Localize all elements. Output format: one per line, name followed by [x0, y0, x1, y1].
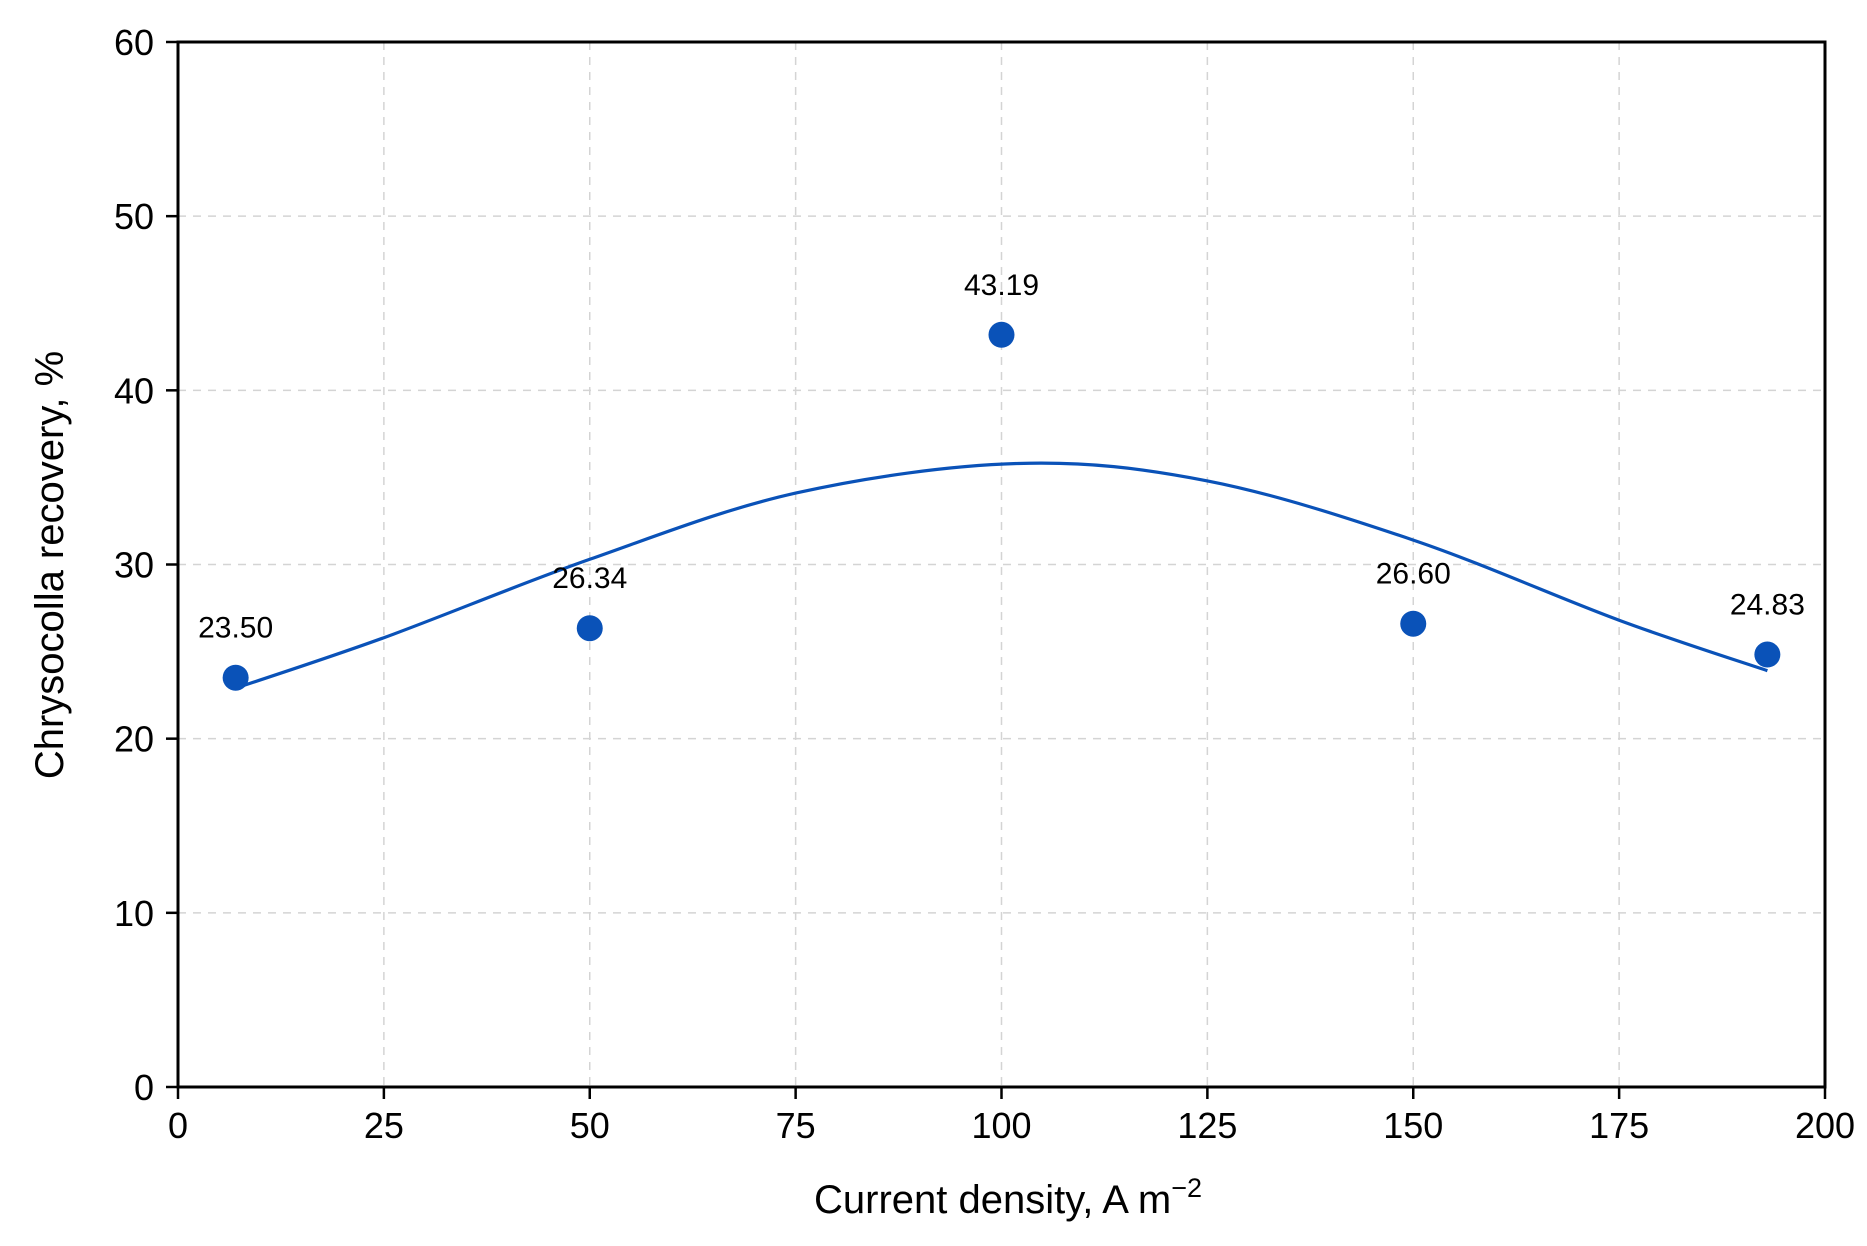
x-tick-label-1: 25 [364, 1105, 404, 1146]
x-tick-label-0: 0 [168, 1105, 188, 1146]
x-tick-label-3: 75 [776, 1105, 816, 1146]
x-tick-label-2: 50 [570, 1105, 610, 1146]
axes [166, 40, 1827, 1099]
data-point-4 [1754, 641, 1781, 668]
data-label-0: 23.50 [198, 612, 273, 645]
data-label-4: 24.83 [1730, 589, 1805, 622]
x-tick-label-6: 150 [1383, 1105, 1443, 1146]
x-tick-label-5: 125 [1177, 1105, 1237, 1146]
data-point-2 [988, 321, 1015, 348]
data-labels: 23.50 26.34 43.19 26.60 24.83 [198, 269, 1805, 645]
data-label-1: 26.34 [552, 562, 627, 595]
y-tick-label-3: 30 [114, 545, 154, 586]
y-tick-label-6: 60 [114, 22, 154, 63]
y-tick-label-2: 20 [114, 719, 154, 760]
x-tick-label-4: 100 [971, 1105, 1031, 1146]
x-tick-label-8: 200 [1795, 1105, 1855, 1146]
y-tick-label-4: 40 [114, 370, 154, 411]
grid [178, 42, 1825, 1087]
x-tick-label-7: 175 [1589, 1105, 1649, 1146]
fit-curve-layer [235, 461, 1768, 690]
y-tick-label-1: 10 [114, 893, 154, 934]
data-point-1 [576, 615, 603, 642]
y-tick-label-0: 0 [134, 1067, 154, 1108]
x-axis-title-superscript: −2 [1171, 1173, 1202, 1203]
data-label-3: 26.60 [1376, 558, 1451, 591]
data-label-2: 43.19 [964, 269, 1039, 302]
fit-curve [235, 461, 1768, 690]
y-axis-title: Chrysocolla recovery, % [28, 351, 72, 779]
data-points [222, 321, 1781, 691]
y-tick-label-5: 50 [114, 196, 154, 237]
x-axis-title: Current density, A m−2 [814, 1173, 1202, 1222]
tick-labels: 0 25 50 75 100 125 150 175 200 0 10 20 30 40 50 60 [114, 22, 1855, 1146]
data-point-3 [1400, 610, 1427, 637]
data-point-0 [222, 664, 249, 691]
